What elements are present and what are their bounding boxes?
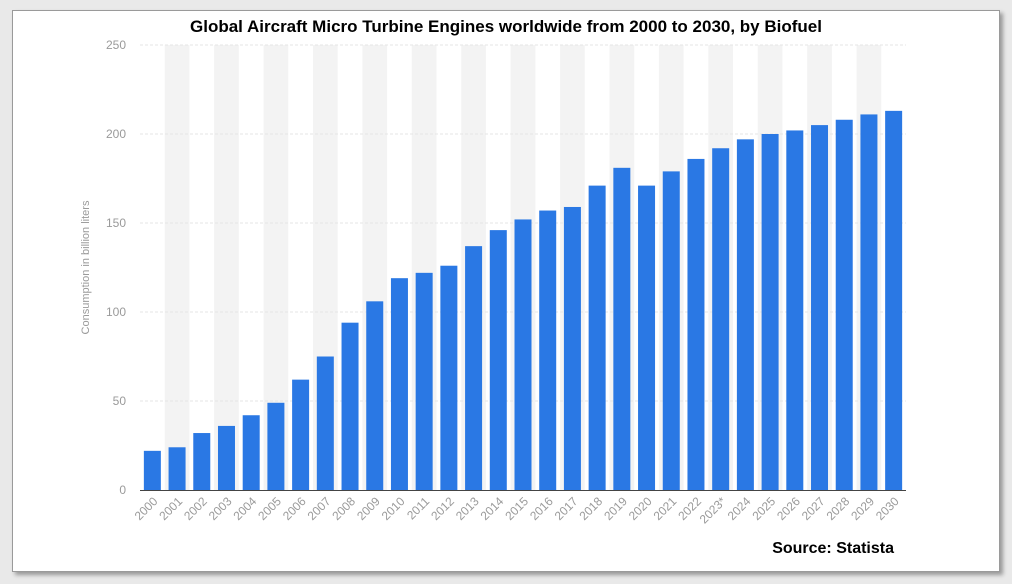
x-tick-label: 2015: [502, 494, 531, 523]
x-tick-label: 2005: [255, 494, 284, 523]
bar: [168, 447, 186, 490]
bar: [415, 272, 433, 490]
bar: [316, 356, 334, 490]
bar: [613, 167, 631, 490]
bar: [242, 415, 260, 490]
bar: [786, 130, 804, 490]
bar: [514, 219, 532, 490]
bar: [712, 148, 730, 491]
x-tick-label: 2013: [453, 494, 482, 523]
x-tick-label: 2028: [824, 494, 853, 523]
bar: [366, 301, 384, 490]
x-tick-label: 2008: [329, 494, 358, 523]
bar: [563, 206, 581, 491]
chart-title: Global Aircraft Micro Turbine Engines wo…: [190, 17, 822, 36]
x-tick-label: 2020: [626, 494, 655, 523]
bar: [143, 450, 161, 490]
bar: [217, 425, 235, 490]
y-tick-label: 50: [113, 394, 127, 408]
x-tick-label: 2018: [576, 494, 605, 523]
x-tick-label: 2019: [601, 494, 630, 523]
bar: [489, 230, 507, 490]
y-axis-label: Consumption in billion liters: [80, 200, 92, 334]
bar: [588, 185, 606, 490]
x-tick-label: 2030: [873, 494, 902, 523]
x-tick-label: 2021: [651, 494, 680, 523]
bar: [292, 379, 310, 490]
x-tick-label: 2026: [774, 494, 803, 523]
bar: [638, 185, 656, 490]
x-tick-label: 2010: [379, 494, 408, 523]
bar: [687, 158, 705, 491]
bar: [465, 246, 483, 490]
bar: [390, 278, 408, 490]
x-tick-label: 2009: [354, 494, 383, 523]
bar: [341, 322, 359, 490]
x-tick-label: 2011: [404, 494, 432, 522]
bar: [761, 134, 779, 490]
y-tick-label: 150: [106, 216, 126, 230]
x-tick-label: 2007: [305, 494, 334, 523]
x-tick-label: 2001: [156, 494, 185, 523]
y-tick-label: 0: [119, 483, 126, 497]
x-tick-label: 2027: [799, 494, 828, 523]
x-tick-label: 2023*: [697, 494, 729, 526]
y-tick-label: 250: [106, 38, 126, 52]
y-tick-label: 200: [106, 127, 126, 141]
x-tick-label: 2003: [206, 494, 235, 523]
x-tick-label: 2016: [527, 494, 556, 523]
column-band: [164, 45, 190, 490]
x-tick-label: 2024: [725, 494, 754, 523]
x-tick-label: 2025: [749, 494, 778, 523]
bar: [811, 125, 829, 490]
bar: [736, 139, 754, 490]
x-tick-label: 2014: [478, 494, 507, 523]
x-tick-label: 2012: [428, 494, 457, 523]
bar: [860, 114, 878, 491]
x-tick-label: 2006: [280, 494, 309, 523]
x-tick-label: 2002: [181, 494, 210, 523]
x-tick-label: 2017: [552, 494, 581, 523]
bar: [662, 171, 680, 490]
x-tick-label: 2029: [848, 494, 877, 523]
bar: [539, 210, 557, 491]
x-tick-label: 2000: [132, 494, 161, 523]
bar: [267, 402, 285, 490]
bar: [885, 110, 903, 491]
bar: [440, 265, 458, 490]
bar: [835, 119, 853, 490]
y-tick-label: 100: [106, 305, 126, 319]
column-band: [214, 45, 239, 490]
x-tick-label: 2004: [231, 494, 260, 523]
source-label: Source: Statista: [772, 540, 894, 557]
bar: [193, 433, 211, 490]
